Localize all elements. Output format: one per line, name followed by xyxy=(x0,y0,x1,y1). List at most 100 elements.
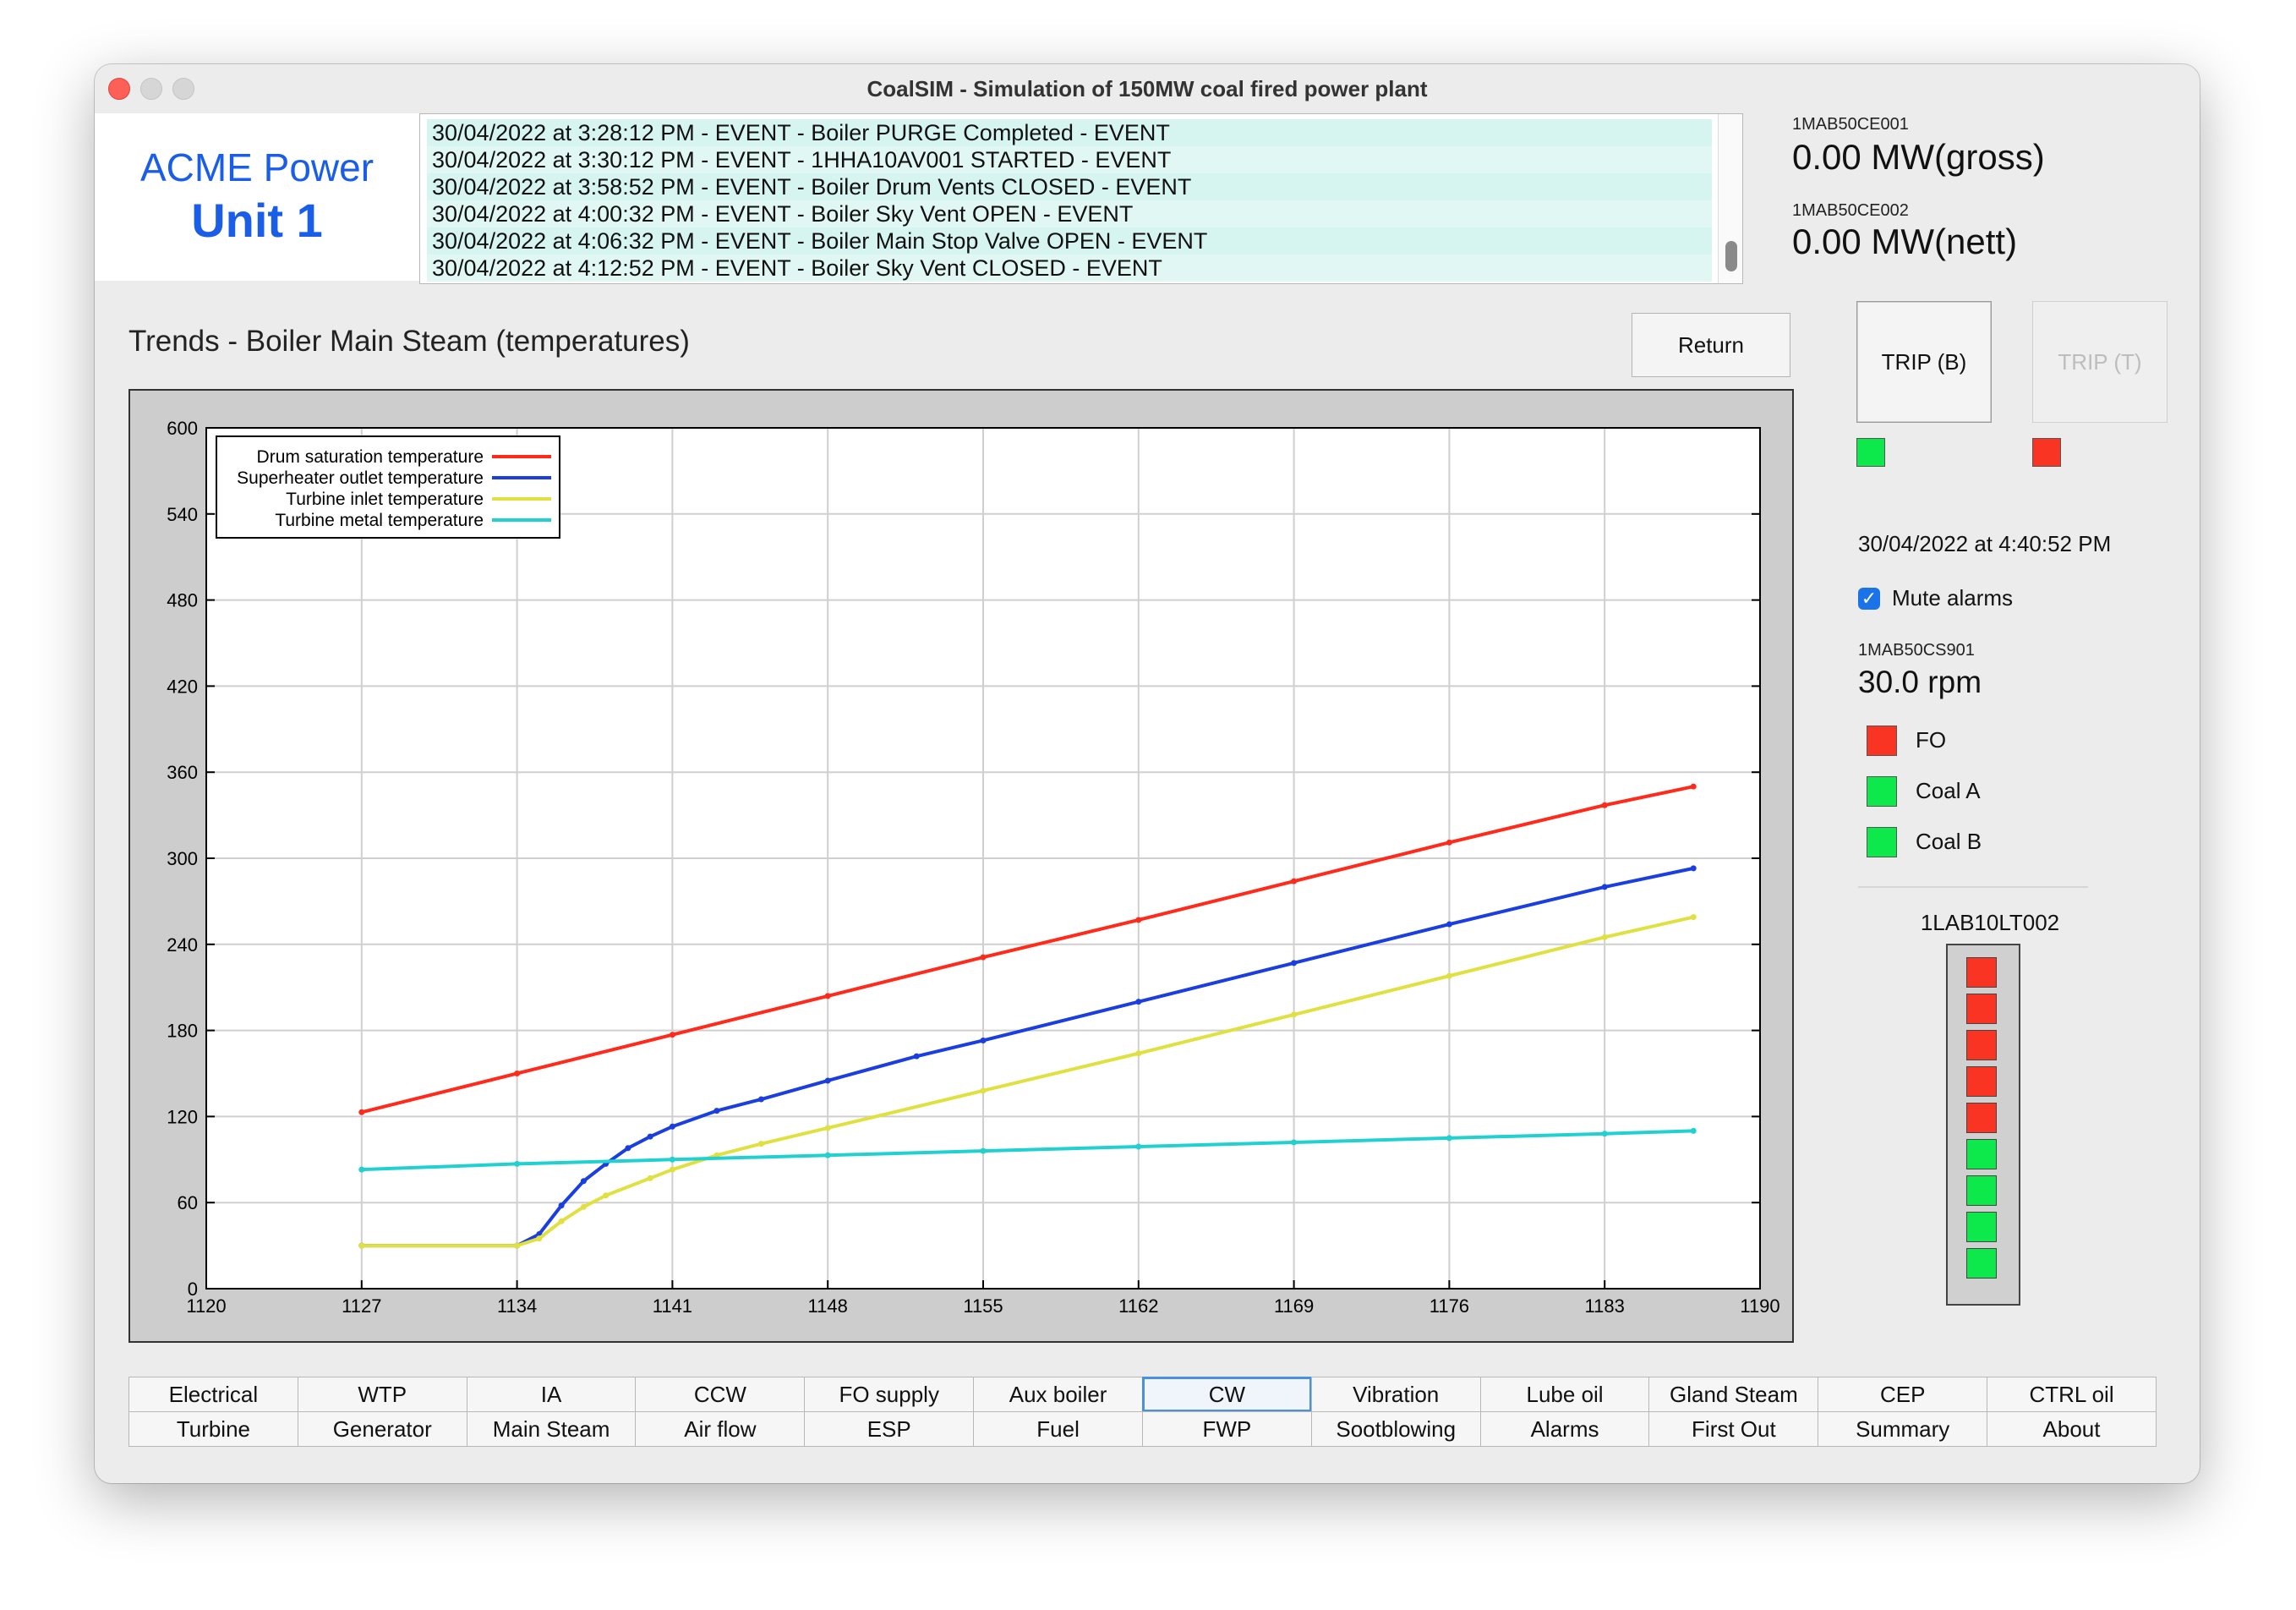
data-point xyxy=(1690,914,1697,921)
drum-level-lamp xyxy=(1966,957,1997,988)
data-point xyxy=(580,1203,587,1210)
legend-box xyxy=(216,435,560,539)
return-button[interactable]: Return xyxy=(1632,313,1790,377)
y-tick-label: 420 xyxy=(167,676,198,697)
event-log[interactable]: 30/04/2022 at 3:28:12 PM - EVENT - Boile… xyxy=(419,113,1743,284)
data-point xyxy=(1135,999,1142,1005)
drum-level-lamp xyxy=(1966,1066,1997,1097)
trip-boiler-button[interactable]: TRIP (B) xyxy=(1856,301,1992,423)
nav-button-alarms[interactable]: Alarms xyxy=(1479,1411,1650,1447)
x-tick-label: 1176 xyxy=(1430,1295,1469,1317)
drum-level-lamp xyxy=(1966,1103,1997,1133)
nav-button-first-out[interactable]: First Out xyxy=(1648,1411,1819,1447)
data-point xyxy=(558,1202,565,1209)
nav-button-gland-steam[interactable]: Gland Steam xyxy=(1648,1377,1819,1412)
nav-button-air-flow[interactable]: Air flow xyxy=(635,1411,806,1447)
nav-button-ia[interactable]: IA xyxy=(466,1377,637,1412)
trip-turbine-button[interactable]: TRIP (T) xyxy=(2032,301,2168,423)
data-point xyxy=(757,1096,764,1103)
data-point xyxy=(558,1218,565,1224)
data-point xyxy=(824,1077,831,1084)
legend-label: Superheater outlet temperature xyxy=(237,468,484,488)
data-point xyxy=(358,1242,365,1249)
nav-button-sootblowing[interactable]: Sootblowing xyxy=(1310,1411,1481,1447)
drum-level-lamp xyxy=(1966,1030,1997,1060)
x-tick-label: 1169 xyxy=(1274,1295,1314,1317)
event-log-row[interactable]: 30/04/2022 at 4:12:52 PM - EVENT - Boile… xyxy=(427,255,1712,282)
turbine-speed-tag: 1MAB50CS901 xyxy=(1858,641,1975,660)
event-log-scroll-thumb[interactable] xyxy=(1725,241,1737,271)
x-tick-label: 1183 xyxy=(1585,1295,1625,1317)
data-point xyxy=(1690,1127,1697,1134)
event-log-row[interactable]: 30/04/2022 at 4:06:32 PM - EVENT - Boile… xyxy=(427,227,1712,255)
data-point xyxy=(1291,960,1298,967)
data-point xyxy=(358,1166,365,1173)
x-tick-label: 1141 xyxy=(653,1295,692,1317)
nav-button-electrical[interactable]: Electrical xyxy=(128,1377,298,1412)
x-tick-label: 1148 xyxy=(808,1295,848,1317)
gross-power-value: 0.00 MW(gross) xyxy=(1792,137,2045,177)
nav-button-fo-supply[interactable]: FO supply xyxy=(804,1377,975,1412)
nav-button-cep[interactable]: CEP xyxy=(1818,1377,1988,1412)
nav-button-cw[interactable]: CW xyxy=(1141,1377,1312,1412)
minimize-window-button[interactable] xyxy=(140,78,162,100)
x-tick-label: 1134 xyxy=(497,1295,537,1317)
mute-alarms-checkbox[interactable]: ✓ xyxy=(1858,587,1880,610)
data-point xyxy=(1601,884,1608,890)
fuel-status-label: FO xyxy=(1916,727,1947,753)
drum-level-indicator xyxy=(1946,944,2020,1306)
data-point xyxy=(669,1156,675,1163)
y-tick-label: 540 xyxy=(167,504,198,525)
nav-button-vibration[interactable]: Vibration xyxy=(1310,1377,1481,1412)
fuel-status-lamp xyxy=(1867,726,1897,756)
nav-button-generator[interactable]: Generator xyxy=(297,1411,467,1447)
trend-chart-frame: 1120 1127 1134 1141 1148 1155 1162 1169 1176 1183… xyxy=(128,389,1794,1343)
nav-button-main-steam[interactable]: Main Steam xyxy=(466,1411,637,1447)
x-tick-label: 1155 xyxy=(963,1295,1003,1317)
legend-label: Drum saturation temperature xyxy=(257,447,484,467)
data-point xyxy=(980,1037,987,1043)
brand-panel: ACME Power Unit 1 xyxy=(95,113,419,281)
close-window-button[interactable] xyxy=(108,78,130,100)
zoom-window-button[interactable] xyxy=(172,78,194,100)
legend-label: Turbine metal temperature xyxy=(275,511,484,530)
nav-button-about[interactable]: About xyxy=(1987,1411,2157,1447)
mute-alarms-label: Mute alarms xyxy=(1892,585,2014,611)
data-point xyxy=(603,1192,610,1199)
event-log-row[interactable]: 30/04/2022 at 3:28:12 PM - EVENT - Boile… xyxy=(427,119,1712,146)
y-tick-label: 180 xyxy=(167,1021,198,1042)
y-tick-label: 120 xyxy=(167,1106,198,1127)
nav-button-aux-boiler[interactable]: Aux boiler xyxy=(973,1377,1143,1412)
event-log-row[interactable]: 30/04/2022 at 3:58:52 PM - EVENT - Boile… xyxy=(427,173,1712,200)
data-point xyxy=(647,1133,653,1140)
event-log-scrollbar[interactable] xyxy=(1718,114,1742,283)
nav-button-fwp[interactable]: FWP xyxy=(1141,1411,1312,1447)
nav-button-esp[interactable]: ESP xyxy=(804,1411,975,1447)
event-log-row[interactable]: 30/04/2022 at 3:30:12 PM - EVENT - 1HHA1… xyxy=(427,146,1712,173)
navigation-bar: Electrical WTP IA CCW FO supply Aux boiler CW V… xyxy=(128,1377,2157,1447)
nav-button-fuel[interactable]: Fuel xyxy=(973,1411,1143,1447)
nav-button-turbine[interactable]: Turbine xyxy=(128,1411,298,1447)
nav-button-ccw[interactable]: CCW xyxy=(635,1377,806,1412)
nav-button-wtp[interactable]: WTP xyxy=(297,1377,467,1412)
series-line xyxy=(361,1129,1694,1172)
y-tick-label: 360 xyxy=(167,762,198,783)
x-tick-label: 1127 xyxy=(342,1295,381,1317)
fuel-status-lamp xyxy=(1867,776,1897,807)
data-point xyxy=(1601,802,1608,808)
trend-chart: 1120 1127 1134 1141 1148 1155 1162 1169 1176 1183… xyxy=(167,418,1779,1317)
data-point xyxy=(1291,1011,1298,1018)
nav-button-ctrl-oil[interactable]: CTRL oil xyxy=(1987,1377,2157,1412)
data-point xyxy=(1291,1139,1298,1146)
nav-button-summary[interactable]: Summary xyxy=(1818,1411,1988,1447)
data-point xyxy=(1446,839,1452,846)
event-log-row[interactable]: 30/04/2022 at 4:00:32 PM - EVENT - Boile… xyxy=(427,200,1712,227)
app-window: CoalSIM - Simulation of 150MW coal fired… xyxy=(95,64,2200,1483)
navigation-row-1: Electrical WTP IA CCW FO supply Aux boiler CW V… xyxy=(128,1377,2157,1412)
data-point xyxy=(1135,1050,1142,1057)
x-tick-label: 1162 xyxy=(1118,1295,1158,1317)
x-tick-label: 1190 xyxy=(1740,1295,1779,1317)
nav-button-lube-oil[interactable]: Lube oil xyxy=(1479,1377,1650,1412)
mute-alarms-toggle[interactable]: ✓ Mute alarms xyxy=(1858,585,2013,611)
data-point xyxy=(1690,783,1697,790)
